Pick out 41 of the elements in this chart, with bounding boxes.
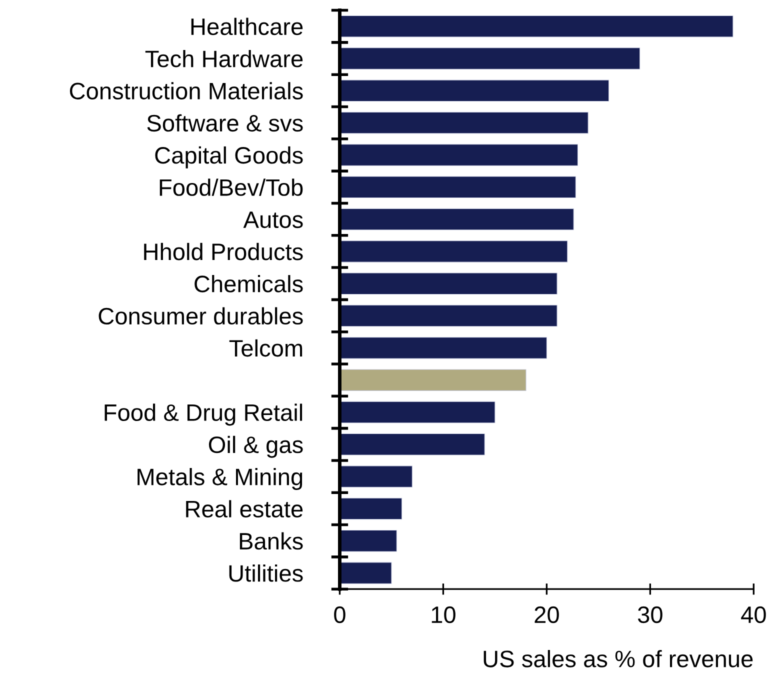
bar <box>340 80 610 102</box>
y-tick-label: Oil & gas <box>208 436 303 458</box>
bar <box>340 466 412 488</box>
y-tick-label: Healthcare <box>191 18 303 36</box>
bar <box>340 208 574 230</box>
x-tick-label: 10 <box>432 606 456 624</box>
y-tick-label: Tech Hardware <box>145 50 303 68</box>
bar <box>340 498 402 520</box>
y-tick-label: Consumer durables <box>98 307 303 325</box>
bar <box>340 562 392 584</box>
y-tick-label: Utilities <box>229 564 303 582</box>
y-tick-label: Chemicals <box>194 275 303 292</box>
y-tick-label: Banks <box>240 532 303 550</box>
x-tick-label: 20 <box>534 606 559 624</box>
bar <box>340 304 558 327</box>
bar <box>340 15 734 38</box>
bar <box>340 48 640 70</box>
x-tick-label: 40 <box>741 606 766 624</box>
bar <box>340 176 576 198</box>
y-tick-label: Construction Materials <box>70 82 303 100</box>
bar <box>340 401 496 424</box>
y-tick-label: Hhold Products <box>144 242 303 260</box>
y-tick-label: Capital Goods <box>155 146 303 168</box>
bar <box>340 369 526 391</box>
y-tick-label: Food/Bev/Tob <box>160 178 303 196</box>
y-tick-label: Software & svs <box>147 114 303 132</box>
bar <box>340 337 547 359</box>
x-tick-label: 0 <box>334 606 346 624</box>
x-axis-title: US sales as % of revenue <box>484 650 753 668</box>
bar <box>340 530 397 552</box>
bar <box>340 240 568 262</box>
bar <box>340 144 578 166</box>
bar <box>340 112 588 134</box>
y-tick-label: Telcom <box>229 339 302 357</box>
y-tick-label: Food & Drug Retail <box>104 404 302 426</box>
bar <box>340 272 558 294</box>
bar <box>340 434 485 456</box>
x-tick-label: 30 <box>638 606 662 624</box>
y-tick-label: Autos <box>243 212 303 228</box>
y-tick-label: Metals & Mining <box>138 468 302 490</box>
y-tick-label: Real estate <box>186 500 303 518</box>
